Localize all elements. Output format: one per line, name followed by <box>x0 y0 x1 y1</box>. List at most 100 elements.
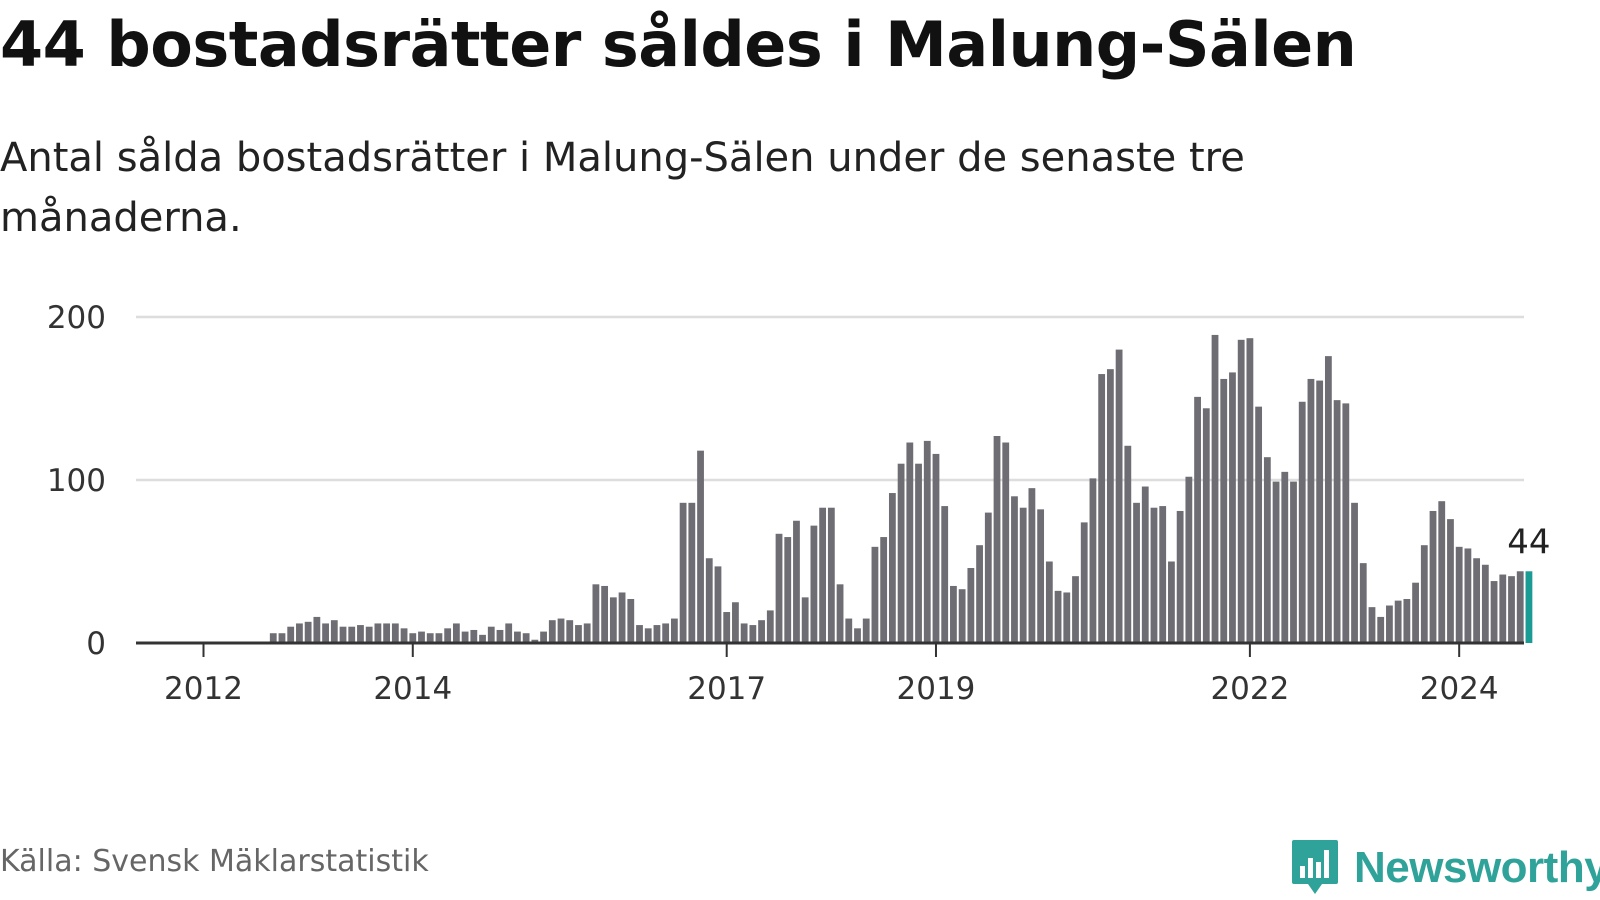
bar <box>714 566 722 643</box>
bar <box>1351 502 1358 643</box>
bar <box>732 602 739 643</box>
bar <box>357 625 364 643</box>
bar <box>636 625 643 643</box>
bar <box>1263 457 1271 643</box>
bar <box>391 623 399 643</box>
bar <box>496 629 504 643</box>
bar <box>514 631 521 643</box>
bar <box>426 633 434 643</box>
x-tick-label: 2012 <box>164 671 243 707</box>
bar <box>705 558 713 643</box>
bar <box>618 592 626 643</box>
x-tick-label: 2017 <box>687 671 766 707</box>
bar <box>1115 349 1123 643</box>
bar <box>923 440 931 643</box>
bar <box>601 585 609 643</box>
bar <box>1106 369 1114 643</box>
bar <box>1307 378 1315 643</box>
bar <box>313 616 321 643</box>
bar <box>1054 590 1062 643</box>
bar <box>644 628 652 643</box>
bar <box>287 626 295 643</box>
bar <box>888 493 896 643</box>
bar <box>1333 400 1341 643</box>
bar <box>1176 510 1184 643</box>
bar <box>269 633 277 643</box>
bar <box>793 520 800 643</box>
bar <box>854 628 861 643</box>
bar <box>575 625 582 643</box>
newsworthy-chart-icon <box>1292 840 1338 894</box>
bar <box>1508 576 1515 643</box>
bar <box>1080 522 1088 643</box>
bar <box>950 585 957 643</box>
axes: 0 100 200 2012 2014 2017 2019 2022 2024 <box>47 300 1524 707</box>
bar <box>1011 496 1018 643</box>
bar <box>566 620 574 643</box>
bar <box>819 507 827 643</box>
bar <box>1072 576 1079 643</box>
bar <box>1438 501 1446 643</box>
bar <box>1246 338 1254 643</box>
bar <box>348 626 356 643</box>
bar <box>1316 380 1324 643</box>
bar <box>758 620 765 643</box>
bar <box>784 537 792 643</box>
bar <box>801 597 809 643</box>
bar <box>557 618 565 643</box>
bar <box>1429 510 1437 643</box>
bar <box>897 463 905 643</box>
bar <box>967 568 975 643</box>
bar <box>740 623 748 643</box>
bar <box>723 612 731 643</box>
bar <box>1481 564 1489 643</box>
bar <box>1185 476 1193 643</box>
bar <box>487 626 495 643</box>
gridlines <box>136 315 1524 482</box>
bar <box>470 629 478 643</box>
bar <box>435 633 443 643</box>
bar <box>531 639 539 643</box>
bar <box>609 597 617 643</box>
bar <box>775 533 783 643</box>
bar <box>452 623 460 643</box>
bar <box>548 620 556 643</box>
bar <box>1499 574 1507 643</box>
bar <box>1019 507 1027 643</box>
x-tick-label: 2014 <box>373 671 452 707</box>
y-tick-label: 100 <box>47 463 106 499</box>
bar <box>1368 607 1376 643</box>
bar <box>1290 481 1297 643</box>
bar <box>304 621 312 643</box>
bar <box>871 546 879 643</box>
bar <box>461 631 469 643</box>
bar <box>662 623 670 643</box>
bar <box>1063 592 1071 643</box>
bar <box>1194 396 1201 643</box>
bar <box>941 506 949 643</box>
bar <box>540 631 547 643</box>
bar <box>697 450 704 643</box>
bar <box>1220 378 1228 643</box>
bar <box>1473 558 1481 643</box>
bar <box>932 453 940 643</box>
bar <box>1237 339 1245 643</box>
bar <box>984 512 992 643</box>
bar <box>1412 582 1419 643</box>
bar <box>339 626 347 643</box>
bar <box>1386 605 1393 643</box>
bar <box>1124 445 1132 643</box>
bar <box>670 618 678 643</box>
bar <box>1002 442 1010 643</box>
bar <box>836 584 844 643</box>
bar <box>810 525 818 643</box>
bar <box>1394 600 1402 643</box>
bar <box>1211 334 1219 643</box>
bar <box>365 626 373 643</box>
bar <box>1377 616 1385 643</box>
bar <box>330 620 338 643</box>
newsworthy-logo: Newsworthy <box>1290 838 1600 898</box>
bar <box>278 633 286 643</box>
bar <box>1455 546 1463 643</box>
